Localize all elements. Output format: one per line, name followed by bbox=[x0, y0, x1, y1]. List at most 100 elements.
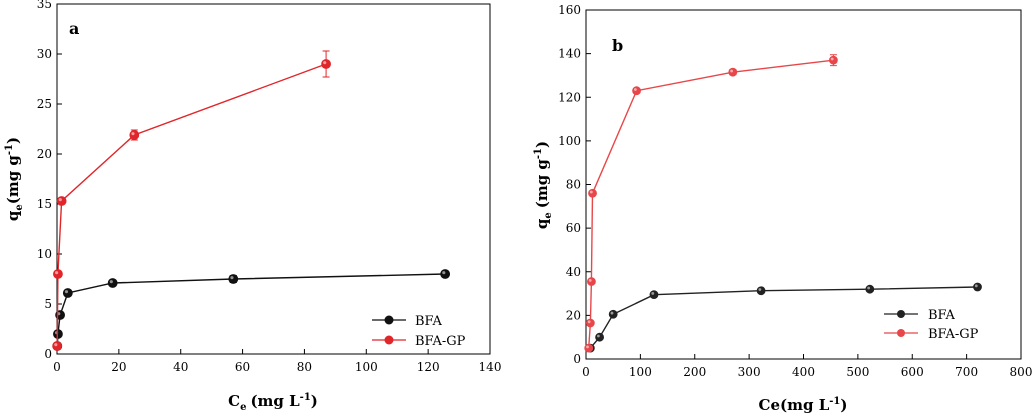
y-axis-title: qe(mg g-1) bbox=[4, 137, 25, 221]
axis-ticks: 0 100 200 300 400 500 600 700 800 0 20 40 60 80 100 120… bbox=[558, 3, 1032, 379]
x-tick-label: 40 bbox=[173, 360, 188, 374]
series-layer bbox=[584, 54, 982, 353]
y-tick-label: 30 bbox=[37, 47, 52, 61]
y-tick-label: 5 bbox=[44, 297, 52, 311]
y-tick-label: 140 bbox=[558, 47, 581, 61]
x-tick-label: 120 bbox=[417, 360, 440, 374]
panel-label: b bbox=[612, 36, 623, 55]
data-point-highlight bbox=[867, 286, 871, 290]
data-point-highlight bbox=[230, 276, 234, 280]
x-tick-label: 100 bbox=[629, 365, 652, 379]
legend-label-bfa-gp: BFA-GP bbox=[415, 334, 466, 349]
series-bfa-gp bbox=[52, 50, 331, 351]
y-tick-label: 0 bbox=[44, 347, 52, 361]
data-point-highlight bbox=[587, 320, 591, 324]
data-point-highlight bbox=[610, 311, 614, 315]
data-point bbox=[595, 332, 604, 342]
y-tick-label: 120 bbox=[558, 90, 581, 104]
y-tick-label: 100 bbox=[558, 134, 581, 148]
x-tick-label: 600 bbox=[901, 365, 924, 379]
data-point-highlight bbox=[633, 88, 637, 91]
data-point bbox=[865, 284, 875, 294]
data-point bbox=[52, 341, 63, 351]
data-point bbox=[756, 286, 766, 296]
x-tick-label: 500 bbox=[846, 365, 869, 379]
legend-label-bfa-gp: BFA-GP bbox=[928, 327, 979, 342]
data-point-highlight bbox=[830, 57, 834, 61]
plot-frame bbox=[56, 3, 491, 355]
legend: BFA BFA-GP bbox=[372, 314, 466, 349]
series-bfa-gp bbox=[584, 54, 838, 353]
data-point bbox=[973, 282, 982, 292]
data-point bbox=[440, 269, 451, 279]
x-tick-label: 60 bbox=[235, 360, 250, 374]
x-tick-label: 0 bbox=[582, 365, 590, 379]
x-axis-title: Ce(mg L-1) bbox=[759, 396, 848, 414]
legend-marker-bfa-gp bbox=[384, 335, 394, 345]
x-tick-label: 100 bbox=[355, 360, 378, 374]
y-tick-label: 10 bbox=[37, 247, 52, 261]
data-point bbox=[107, 278, 118, 288]
series-bfa bbox=[585, 282, 982, 353]
series-layer bbox=[52, 50, 451, 351]
data-point bbox=[587, 277, 596, 286]
x-tick-label: 80 bbox=[297, 360, 312, 374]
data-point bbox=[53, 269, 63, 279]
data-point bbox=[56, 196, 67, 206]
data-point bbox=[129, 130, 140, 140]
x-tick-label: 140 bbox=[479, 360, 502, 374]
y-tick-label: 25 bbox=[37, 97, 52, 111]
data-point bbox=[585, 318, 595, 328]
y-tick-label: 80 bbox=[566, 178, 581, 192]
data-point bbox=[228, 274, 239, 284]
data-point-highlight bbox=[974, 284, 978, 288]
y-axis-title: qe(mg g-1) bbox=[533, 141, 554, 229]
data-point-highlight bbox=[442, 271, 446, 275]
data-point bbox=[829, 55, 838, 65]
data-point-highlight bbox=[589, 190, 593, 194]
x-tick-label: 200 bbox=[683, 365, 706, 379]
data-point bbox=[728, 67, 738, 77]
y-tick-label: 20 bbox=[566, 308, 581, 322]
y-tick-label: 160 bbox=[558, 3, 581, 17]
data-point-highlight bbox=[758, 288, 762, 291]
legend-marker-bfa bbox=[384, 315, 394, 325]
data-point-highlight bbox=[131, 132, 135, 136]
data-point bbox=[608, 309, 618, 319]
data-point-highlight bbox=[730, 69, 734, 73]
y-tick-label: 15 bbox=[37, 197, 52, 211]
x-tick-label: 300 bbox=[738, 365, 761, 379]
data-point bbox=[62, 288, 73, 298]
data-point bbox=[588, 188, 597, 198]
plot-frame bbox=[585, 9, 1022, 360]
data-point-highlight bbox=[588, 278, 592, 282]
series-line bbox=[56, 63, 327, 347]
chart-panel-b: 0 100 200 300 400 500 600 700 800 0 20 40 60 80 100 120… bbox=[533, 3, 1032, 414]
series-line bbox=[589, 286, 978, 349]
legend-label-bfa: BFA bbox=[415, 314, 442, 329]
data-point-highlight bbox=[586, 345, 589, 349]
x-tick-label: 400 bbox=[792, 365, 815, 379]
data-point bbox=[584, 343, 594, 353]
legend: BFA BFA-GP bbox=[884, 308, 979, 342]
y-tick-label: 40 bbox=[566, 265, 581, 279]
data-point-highlight bbox=[323, 61, 327, 65]
x-tick-label: 0 bbox=[53, 360, 61, 374]
y-tick-label: 35 bbox=[37, 0, 52, 11]
chart-panel-a: 0 20 40 60 80 100 120 140 0 5 10 15 20 25 30 35 a Ce (mg… bbox=[4, 0, 501, 413]
data-point-highlight bbox=[54, 343, 58, 347]
data-point bbox=[632, 86, 641, 96]
axis-ticks: 0 20 40 60 80 100 120 140 0 5 10 15 20 25 30 35 bbox=[37, 0, 502, 374]
data-point bbox=[321, 59, 331, 69]
x-tick-label: 800 bbox=[1010, 365, 1033, 379]
data-point-highlight bbox=[58, 198, 62, 202]
y-tick-label: 0 bbox=[573, 352, 581, 366]
data-point-highlight bbox=[651, 292, 655, 295]
data-point-highlight bbox=[55, 271, 59, 275]
x-axis-title: Ce(mg L-1) bbox=[228, 392, 318, 413]
x-tick-label: 20 bbox=[111, 360, 126, 374]
legend-label-bfa: BFA bbox=[928, 308, 955, 323]
data-point-highlight bbox=[64, 290, 69, 294]
y-tick-label: 20 bbox=[37, 147, 52, 161]
